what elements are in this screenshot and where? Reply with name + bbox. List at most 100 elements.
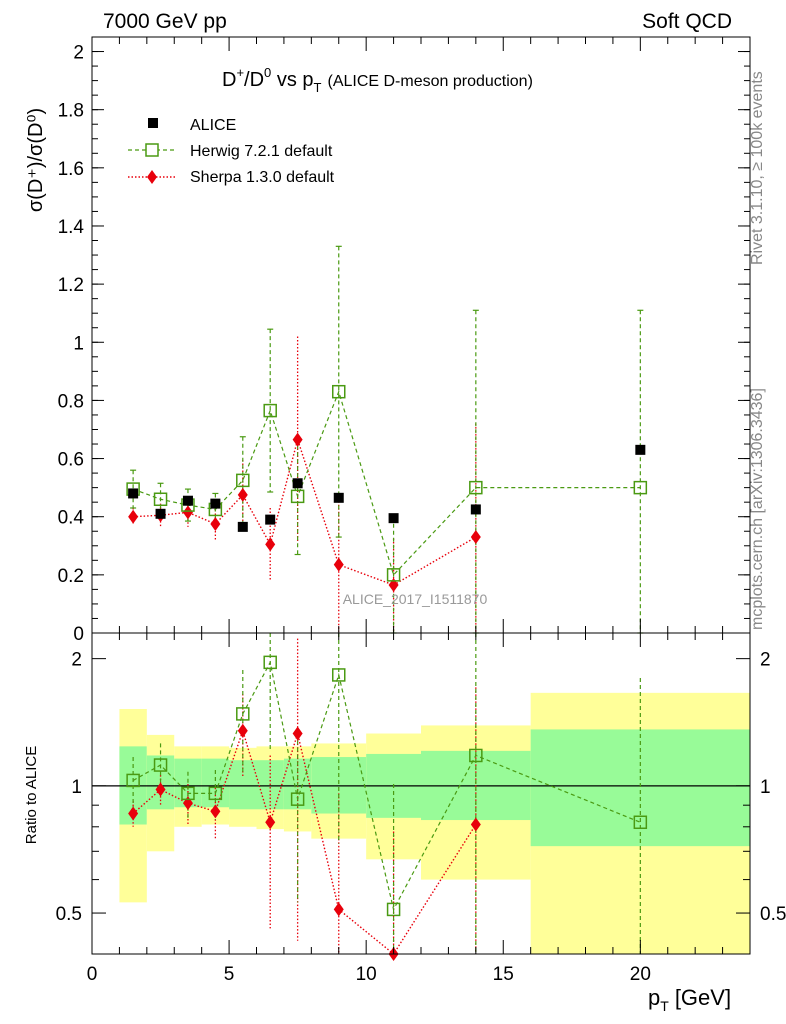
alice-point-0 [128, 488, 139, 499]
x-tick-label-2: 10 [356, 964, 377, 985]
alice-point-5 [265, 514, 276, 525]
y-tick-label-1: 0.2 [58, 566, 84, 587]
process-label: Soft QCD [642, 10, 732, 33]
ratio-y-tick-label-right-1: 1 [760, 777, 771, 798]
herwig-ratio-point-5 [263, 655, 277, 670]
ratio-y-tick-label-right-2: 2 [760, 650, 771, 671]
sherpa-ratio-point-1 [155, 782, 166, 797]
sherpa-point-2 [182, 505, 193, 520]
sherpa-ratio-point-6 [292, 726, 303, 741]
herwig-ratio-point-8 [386, 902, 401, 917]
alice-point-2 [182, 495, 193, 506]
alice-point-1 [155, 508, 166, 519]
sherpa-ratio-point-7 [333, 902, 344, 917]
sherpa-point-4 [237, 487, 248, 502]
energy-label: 7000 GeV pp [103, 10, 227, 33]
sherpa-point-6 [292, 432, 303, 447]
herwig-point-10 [633, 480, 648, 495]
sherpa-point-5 [265, 537, 276, 552]
sherpa-point-9 [470, 530, 481, 545]
alice-point-3 [210, 498, 221, 509]
ratio-y-tick-label-right-0: 0.5 [760, 904, 786, 925]
herwig-line [132, 389, 641, 577]
legend-alice-label: ALICE [190, 117, 236, 134]
alice-point-8 [388, 513, 399, 524]
analysis-watermark: ALICE_2017_I1511870 [343, 591, 488, 607]
herwig-ratio-point-7 [332, 668, 346, 682]
herwig-point-7 [332, 384, 346, 399]
y-tick-label-4: 0.8 [58, 391, 84, 412]
alice-point-10 [635, 444, 646, 455]
x-axis-unit: [GeV] [675, 985, 731, 1010]
herwig-ratio-point-1 [153, 758, 168, 772]
x-axis-sub-t: T [660, 998, 669, 1014]
y-tick-label-6: 1.2 [58, 275, 84, 296]
alice-point-9 [470, 504, 481, 515]
sherpa-ratio-point-3 [210, 804, 221, 819]
herwig-ratio-point-4 [236, 707, 250, 721]
x-axis-p: p [648, 985, 660, 1010]
alice-point-4 [237, 521, 248, 532]
legend-sherpa-label: Sherpa 1.3.0 default [190, 169, 335, 186]
sherpa-ratio-line [132, 728, 477, 956]
legend: ALICE Herwig 7.2.1 default Sherpa 1.3.0 … [128, 117, 335, 186]
sherpa-point-0 [128, 509, 139, 524]
ratio-y-tick-label-left-2: 2 [71, 650, 82, 671]
y-tick-label-10: 2 [73, 43, 84, 64]
y-tick-label-0: 0 [73, 624, 84, 645]
x-axis-title: pT [GeV] [648, 985, 731, 1014]
herwig-ratio-point-9 [469, 748, 483, 763]
title-vs-p: vs p [271, 69, 313, 91]
y-tick-label-2: 0.4 [58, 508, 85, 529]
herwig-ratio-point-0 [126, 773, 140, 788]
herwig-point-9 [469, 480, 483, 495]
herwig-point-5 [263, 403, 277, 418]
mcplots-label: mcplots.cern.ch [arXiv:1306.3436] [749, 388, 766, 630]
title-note: (ALICE D-meson production) [327, 73, 532, 90]
sherpa-ratio-point-9 [470, 817, 481, 832]
y-tick-label-3: 0.6 [58, 450, 84, 471]
y-tick-label-7: 1.4 [58, 217, 85, 238]
alice-point-6 [292, 478, 303, 489]
alice-uncertainty-bands [92, 692, 750, 954]
sherpa-ratio-point-4 [237, 723, 248, 738]
ratio-y-tick-label-left-0: 0.5 [56, 904, 82, 925]
ratio-y-axis-title: Ratio to ALICE [23, 746, 40, 844]
herwig-ratio-point-6 [290, 792, 305, 806]
herwig-ratio-point-10 [633, 815, 648, 830]
legend-herwig-marker [145, 143, 159, 157]
axes-ticks: 00.20.40.60.811.21.41.61.820 5 10 15 200.5 0.… [56, 37, 786, 985]
alice-point-7 [333, 492, 344, 503]
y-tick-label-5: 1 [73, 333, 84, 354]
main-plot-marks [126, 245, 648, 634]
title-sup-plus: + [236, 65, 244, 80]
legend-sherpa-marker [147, 170, 157, 184]
herwig-point-4 [236, 473, 250, 488]
sherpa-point-3 [210, 516, 221, 531]
title-sub-t: T [314, 80, 322, 95]
legend-alice-marker [148, 118, 158, 128]
x-tick-label-3: 15 [493, 964, 514, 985]
rivet-label: Rivet 3.1.10, ≥ 100k events [749, 71, 766, 265]
title-sup-zero: 0 [264, 65, 271, 80]
x-tick-label-1: 5 [224, 964, 235, 985]
sherpa-ratio-point-0 [128, 806, 139, 821]
herwig-point-6 [290, 489, 305, 504]
title-d: D [222, 69, 236, 91]
herwig-ratio-point-2 [181, 786, 195, 801]
plot-title: D+/D0 vs pT (ALICE D-meson production) [222, 65, 533, 95]
title-slash-d: /D [244, 69, 264, 91]
sherpa-ratio-point-5 [265, 815, 276, 830]
herwig-point-1 [153, 492, 168, 507]
x-tick-label-4: 20 [630, 964, 651, 985]
herwig-ratio-point-3 [208, 786, 223, 801]
herwig-point-8 [386, 568, 401, 582]
legend-herwig-label: Herwig 7.2.1 default [190, 143, 333, 160]
ratio-y-tick-label-left-1: 1 [71, 777, 82, 798]
y-tick-label-9: 1.8 [58, 101, 84, 122]
x-tick-label-0: 0 [87, 964, 98, 985]
y-axis-title: σ(D⁺)/σ(D⁰) [25, 108, 47, 212]
sherpa-point-7 [333, 557, 344, 572]
y-tick-label-8: 1.6 [58, 159, 84, 180]
